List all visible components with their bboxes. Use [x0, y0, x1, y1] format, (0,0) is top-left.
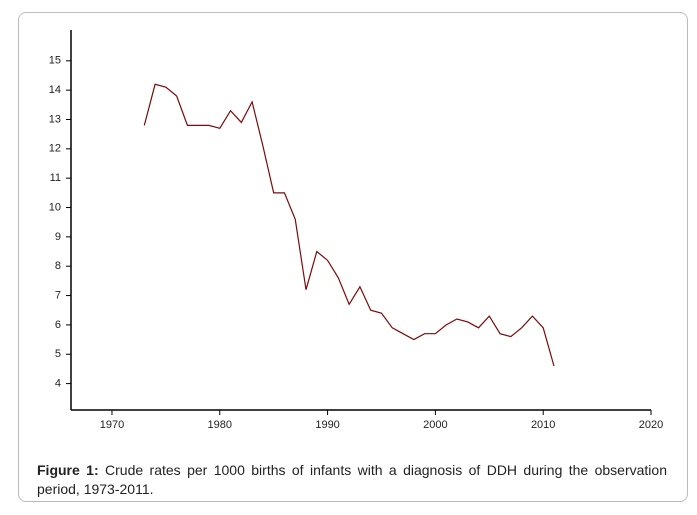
y-tick-label: 8 — [55, 260, 61, 272]
figure-frame — [18, 12, 688, 502]
chart: 4 5 6 7 8 9 10 11 12 13 14 15 1970 1980 1990 2000 2010 20… — [49, 30, 663, 431]
x-tick-label: 1970 — [100, 419, 124, 431]
y-tick-label: 7 — [55, 289, 61, 301]
y-tick-label: 13 — [49, 113, 61, 125]
caption-label: Figure 1: — [37, 462, 99, 478]
x-tick-label: 2000 — [423, 419, 447, 431]
x-tick-label: 2020 — [639, 419, 663, 431]
caption-text: Crude rates per 1000 births of infants w… — [37, 462, 667, 497]
data-line — [143, 83, 555, 367]
x-tick-label: 1990 — [315, 419, 339, 431]
y-tick-label: 11 — [50, 172, 61, 184]
y-tick-label: 5 — [55, 348, 61, 360]
x-tick-label: 1980 — [208, 419, 232, 431]
y-tick-label: 6 — [55, 319, 61, 331]
caption: Figure 1: Crude rates per 1000 births of… — [37, 461, 667, 499]
y-tick-label: 9 — [55, 231, 61, 243]
y-tick-label: 14 — [49, 84, 61, 96]
y-tick-label: 12 — [49, 143, 61, 155]
y-tick-label: 15 — [49, 55, 61, 67]
y-tick-label: 10 — [49, 201, 61, 213]
x-tick-label: 2010 — [531, 419, 555, 431]
y-tick-label: 4 — [55, 377, 61, 389]
